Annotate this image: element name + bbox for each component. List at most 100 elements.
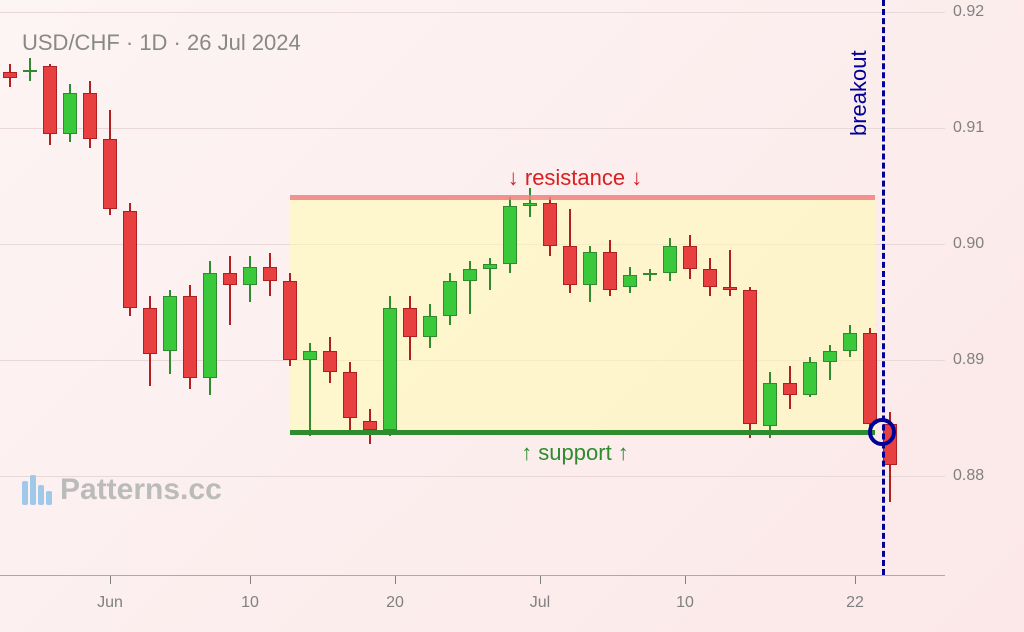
chart-title: USD/CHF · 1D · 26 Jul 2024 [22,30,301,56]
candle-bear[interactable] [783,0,797,575]
candle-body [263,267,277,281]
x-axis: Jun1020Jul1022 [0,575,945,632]
candle-body [803,362,817,395]
candle-bull[interactable] [803,0,817,575]
candle-body [503,206,517,264]
candle-bear[interactable] [343,0,357,575]
candle-body [523,203,537,205]
candle-body [323,351,337,372]
candle-body [603,252,617,290]
candle-bear[interactable] [743,0,757,575]
candle-bull[interactable] [763,0,777,575]
candle-bull[interactable] [303,0,317,575]
candle-bear[interactable] [703,0,717,575]
y-tick-label: 0.90 [953,235,984,253]
candle-bear[interactable] [603,0,617,575]
resistance-line [290,195,875,200]
candle-bull[interactable] [423,0,437,575]
x-tick-label: 10 [676,594,694,612]
candle-body [543,203,557,246]
resistance-label: ↓ resistance ↓ [508,165,643,191]
candle-wick [649,269,651,281]
y-axis: 0.880.890.900.910.92 [945,0,1024,575]
breakout-label: breakout [846,50,872,136]
candle-body [583,252,597,285]
candle-body [363,421,377,430]
candle-body [223,273,237,285]
candle-body [403,308,417,337]
candle-body [143,308,157,354]
candle-body [663,246,677,273]
x-tickmark [540,576,541,584]
candle-body [443,281,457,316]
candle-body [683,246,697,269]
candle-bull[interactable] [623,0,637,575]
support-label: ↑ support ↑ [521,440,629,466]
candle-bull[interactable] [483,0,497,575]
candle-body [243,267,257,284]
candle-bear[interactable] [363,0,377,575]
candle-body [63,93,77,134]
candle-body [383,308,397,430]
candle-wick [229,256,231,326]
candle-bear[interactable] [283,0,297,575]
candle-bull[interactable] [583,0,597,575]
candle-body [623,275,637,287]
candle-bull[interactable] [383,0,397,575]
candle-body [823,351,837,363]
candle-bear[interactable] [683,0,697,575]
candle-body [83,93,97,139]
candle-body [703,269,717,286]
candle-body [183,296,197,377]
candle-bull[interactable] [523,0,537,575]
candle-body [863,333,877,424]
x-tick-label: Jul [530,594,550,612]
candle-body [343,372,357,418]
candle-body [423,316,437,337]
candlestick-icon [22,475,52,505]
candle-body [463,269,477,281]
x-tick-label: 10 [241,594,259,612]
candle-bull[interactable] [503,0,517,575]
breakout-line [882,0,885,575]
candle-body [643,273,657,275]
y-tick-label: 0.88 [953,467,984,485]
candle-bull[interactable] [443,0,457,575]
x-tickmark [685,576,686,584]
plot-area[interactable]: ↓ resistance ↓ ↑ support ↑ breakout USD/CH… [0,0,945,575]
x-tickmark [250,576,251,584]
candle-bear[interactable] [543,0,557,575]
candle-bull[interactable] [463,0,477,575]
watermark: Patterns.cc [22,473,222,507]
candle-bear[interactable] [403,0,417,575]
candle-body [843,333,857,350]
candle-bull[interactable] [663,0,677,575]
candle-body [23,70,37,72]
candle-body [203,273,217,378]
y-tick-label: 0.91 [953,119,984,137]
candle-bull[interactable] [643,0,657,575]
candle-bear[interactable] [563,0,577,575]
candle-body [483,264,497,270]
breakout-circle-icon [868,418,896,446]
x-tick-label: Jun [97,594,123,612]
candle-bear[interactable] [883,0,897,575]
x-tickmark [855,576,856,584]
candle-bear[interactable] [223,0,237,575]
x-tick-label: 22 [846,594,864,612]
candle-body [763,383,777,426]
candle-body [563,246,577,284]
candle-bull[interactable] [823,0,837,575]
candle-body [303,351,317,360]
y-tick-label: 0.89 [953,351,984,369]
candle-bear[interactable] [723,0,737,575]
candle-bear[interactable] [3,0,17,575]
candle-bull[interactable] [243,0,257,575]
candle-bear[interactable] [323,0,337,575]
candle-body [3,72,17,78]
x-tickmark [395,576,396,584]
candle-body [103,139,117,209]
candle-body [163,296,177,351]
candle-bear[interactable] [263,0,277,575]
candle-body [283,281,297,360]
